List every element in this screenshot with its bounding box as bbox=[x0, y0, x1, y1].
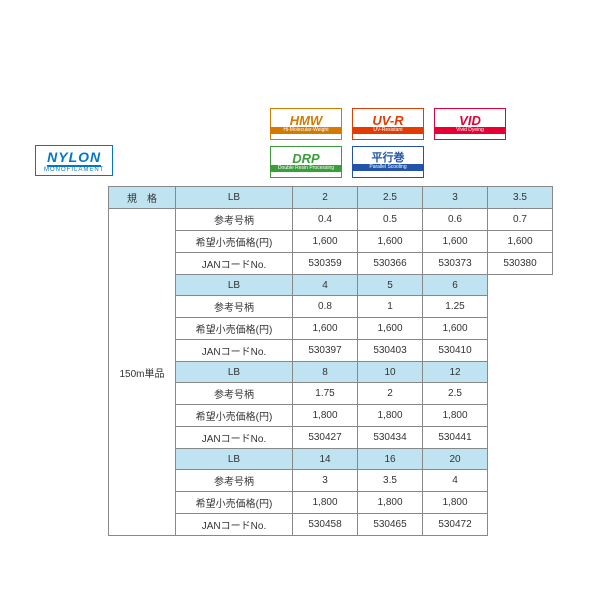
lb-val: 6 bbox=[423, 275, 488, 296]
badge-uvr-sub: UV-Resistant bbox=[353, 127, 423, 134]
jan-label: JANコードNo. bbox=[176, 514, 293, 536]
price-val: 1,600 bbox=[293, 231, 358, 253]
lb-val: 14 bbox=[293, 449, 358, 470]
price-val: 1,600 bbox=[423, 318, 488, 340]
jan-val: 530410 bbox=[423, 340, 488, 362]
jan-val: 530380 bbox=[488, 253, 553, 275]
spec-table: 規 格 LB 2 2.5 3 3.5 150m単品 参考号柄 0.4 0.5 0… bbox=[108, 186, 553, 536]
badge-drp: DRP Double Resin Processing bbox=[270, 146, 342, 178]
lb-val: 16 bbox=[358, 449, 423, 470]
lb-header: LB bbox=[176, 187, 293, 209]
price-val: 1,800 bbox=[358, 492, 423, 514]
jan-val: 530472 bbox=[423, 514, 488, 536]
lb-val: 20 bbox=[423, 449, 488, 470]
badge-drp-sub: Double Resin Processing bbox=[271, 165, 341, 172]
lb-header: LB bbox=[176, 449, 293, 470]
lb-val: 3.5 bbox=[488, 187, 553, 209]
price-val: 1,600 bbox=[358, 231, 423, 253]
lb-val: 10 bbox=[358, 362, 423, 383]
col-spec-header: 規 格 bbox=[109, 187, 176, 209]
badge-ps-sub: Parallel Scooling bbox=[353, 164, 423, 171]
jan-label: JANコードNo. bbox=[176, 253, 293, 275]
lb-val: 2.5 bbox=[358, 187, 423, 209]
lb-val: 5 bbox=[358, 275, 423, 296]
side-label: 150m単品 bbox=[109, 209, 176, 536]
nylon-title: NYLON bbox=[47, 149, 101, 167]
ref-val: 1.75 bbox=[293, 383, 358, 405]
jan-label: JANコードNo. bbox=[176, 340, 293, 362]
badge-hmw-sub: Hi-Molecular-Weight bbox=[271, 127, 341, 134]
price-label: 希望小売価格(円) bbox=[176, 405, 293, 427]
jan-label: JANコードNo. bbox=[176, 427, 293, 449]
ref-val: 4 bbox=[423, 470, 488, 492]
badge-hmw: HMW Hi-Molecular-Weight bbox=[270, 108, 342, 140]
price-val: 1,800 bbox=[423, 492, 488, 514]
ref-val: 0.4 bbox=[293, 209, 358, 231]
ref-label: 参考号柄 bbox=[176, 209, 293, 231]
ref-label: 参考号柄 bbox=[176, 470, 293, 492]
lb-val: 8 bbox=[293, 362, 358, 383]
price-val: 1,600 bbox=[293, 318, 358, 340]
price-label: 希望小売価格(円) bbox=[176, 318, 293, 340]
lb-header: LB bbox=[176, 275, 293, 296]
jan-val: 530397 bbox=[293, 340, 358, 362]
ref-label: 参考号柄 bbox=[176, 296, 293, 318]
badge-hmw-label: HMW bbox=[290, 114, 323, 127]
jan-val: 530403 bbox=[358, 340, 423, 362]
jan-val: 530427 bbox=[293, 427, 358, 449]
price-val: 1,600 bbox=[358, 318, 423, 340]
price-label: 希望小売価格(円) bbox=[176, 231, 293, 253]
badge-row-1: HMW Hi-Molecular-Weight UV-R UV-Resistan… bbox=[270, 108, 570, 140]
ref-val: 0.6 bbox=[423, 209, 488, 231]
ref-val: 1 bbox=[358, 296, 423, 318]
badge-drp-label: DRP bbox=[292, 152, 319, 165]
jan-val: 530465 bbox=[358, 514, 423, 536]
price-val: 1,600 bbox=[423, 231, 488, 253]
badge-uvr: UV-R UV-Resistant bbox=[352, 108, 424, 140]
price-val: 1,800 bbox=[423, 405, 488, 427]
badge-vid-sub: Vivid Dyeing bbox=[435, 127, 505, 134]
badge-uvr-label: UV-R bbox=[372, 114, 403, 127]
jan-val: 530366 bbox=[358, 253, 423, 275]
ref-val: 3 bbox=[293, 470, 358, 492]
badge-row-2: DRP Double Resin Processing 平行巻 Parallel… bbox=[270, 146, 570, 178]
feature-badges: HMW Hi-Molecular-Weight UV-R UV-Resistan… bbox=[270, 108, 570, 184]
lb-header: LB bbox=[176, 362, 293, 383]
badge-vid: VID Vivid Dyeing bbox=[434, 108, 506, 140]
jan-val: 530359 bbox=[293, 253, 358, 275]
lb-val: 2 bbox=[293, 187, 358, 209]
jan-val: 530434 bbox=[358, 427, 423, 449]
price-val: 1,800 bbox=[358, 405, 423, 427]
ref-val: 3.5 bbox=[358, 470, 423, 492]
price-val: 1,600 bbox=[488, 231, 553, 253]
price-label: 希望小売価格(円) bbox=[176, 492, 293, 514]
jan-val: 530441 bbox=[423, 427, 488, 449]
jan-val: 530458 bbox=[293, 514, 358, 536]
lb-val: 12 bbox=[423, 362, 488, 383]
badge-vid-label: VID bbox=[459, 114, 481, 127]
ref-val: 2.5 bbox=[423, 383, 488, 405]
ref-val: 0.5 bbox=[358, 209, 423, 231]
price-val: 1,800 bbox=[293, 405, 358, 427]
badge-parallel-scooling: 平行巻 Parallel Scooling bbox=[352, 146, 424, 178]
price-val: 1,800 bbox=[293, 492, 358, 514]
ref-val: 0.8 bbox=[293, 296, 358, 318]
ref-val: 2 bbox=[358, 383, 423, 405]
nylon-badge: NYLON MONOFILAMENT bbox=[35, 145, 113, 176]
lb-val: 3 bbox=[423, 187, 488, 209]
jan-val: 530373 bbox=[423, 253, 488, 275]
ref-val: 1.25 bbox=[423, 296, 488, 318]
lb-val: 4 bbox=[293, 275, 358, 296]
ref-label: 参考号柄 bbox=[176, 383, 293, 405]
nylon-subtitle: MONOFILAMENT bbox=[44, 167, 104, 173]
ref-val: 0.7 bbox=[488, 209, 553, 231]
badge-ps-label: 平行巻 bbox=[372, 153, 405, 164]
